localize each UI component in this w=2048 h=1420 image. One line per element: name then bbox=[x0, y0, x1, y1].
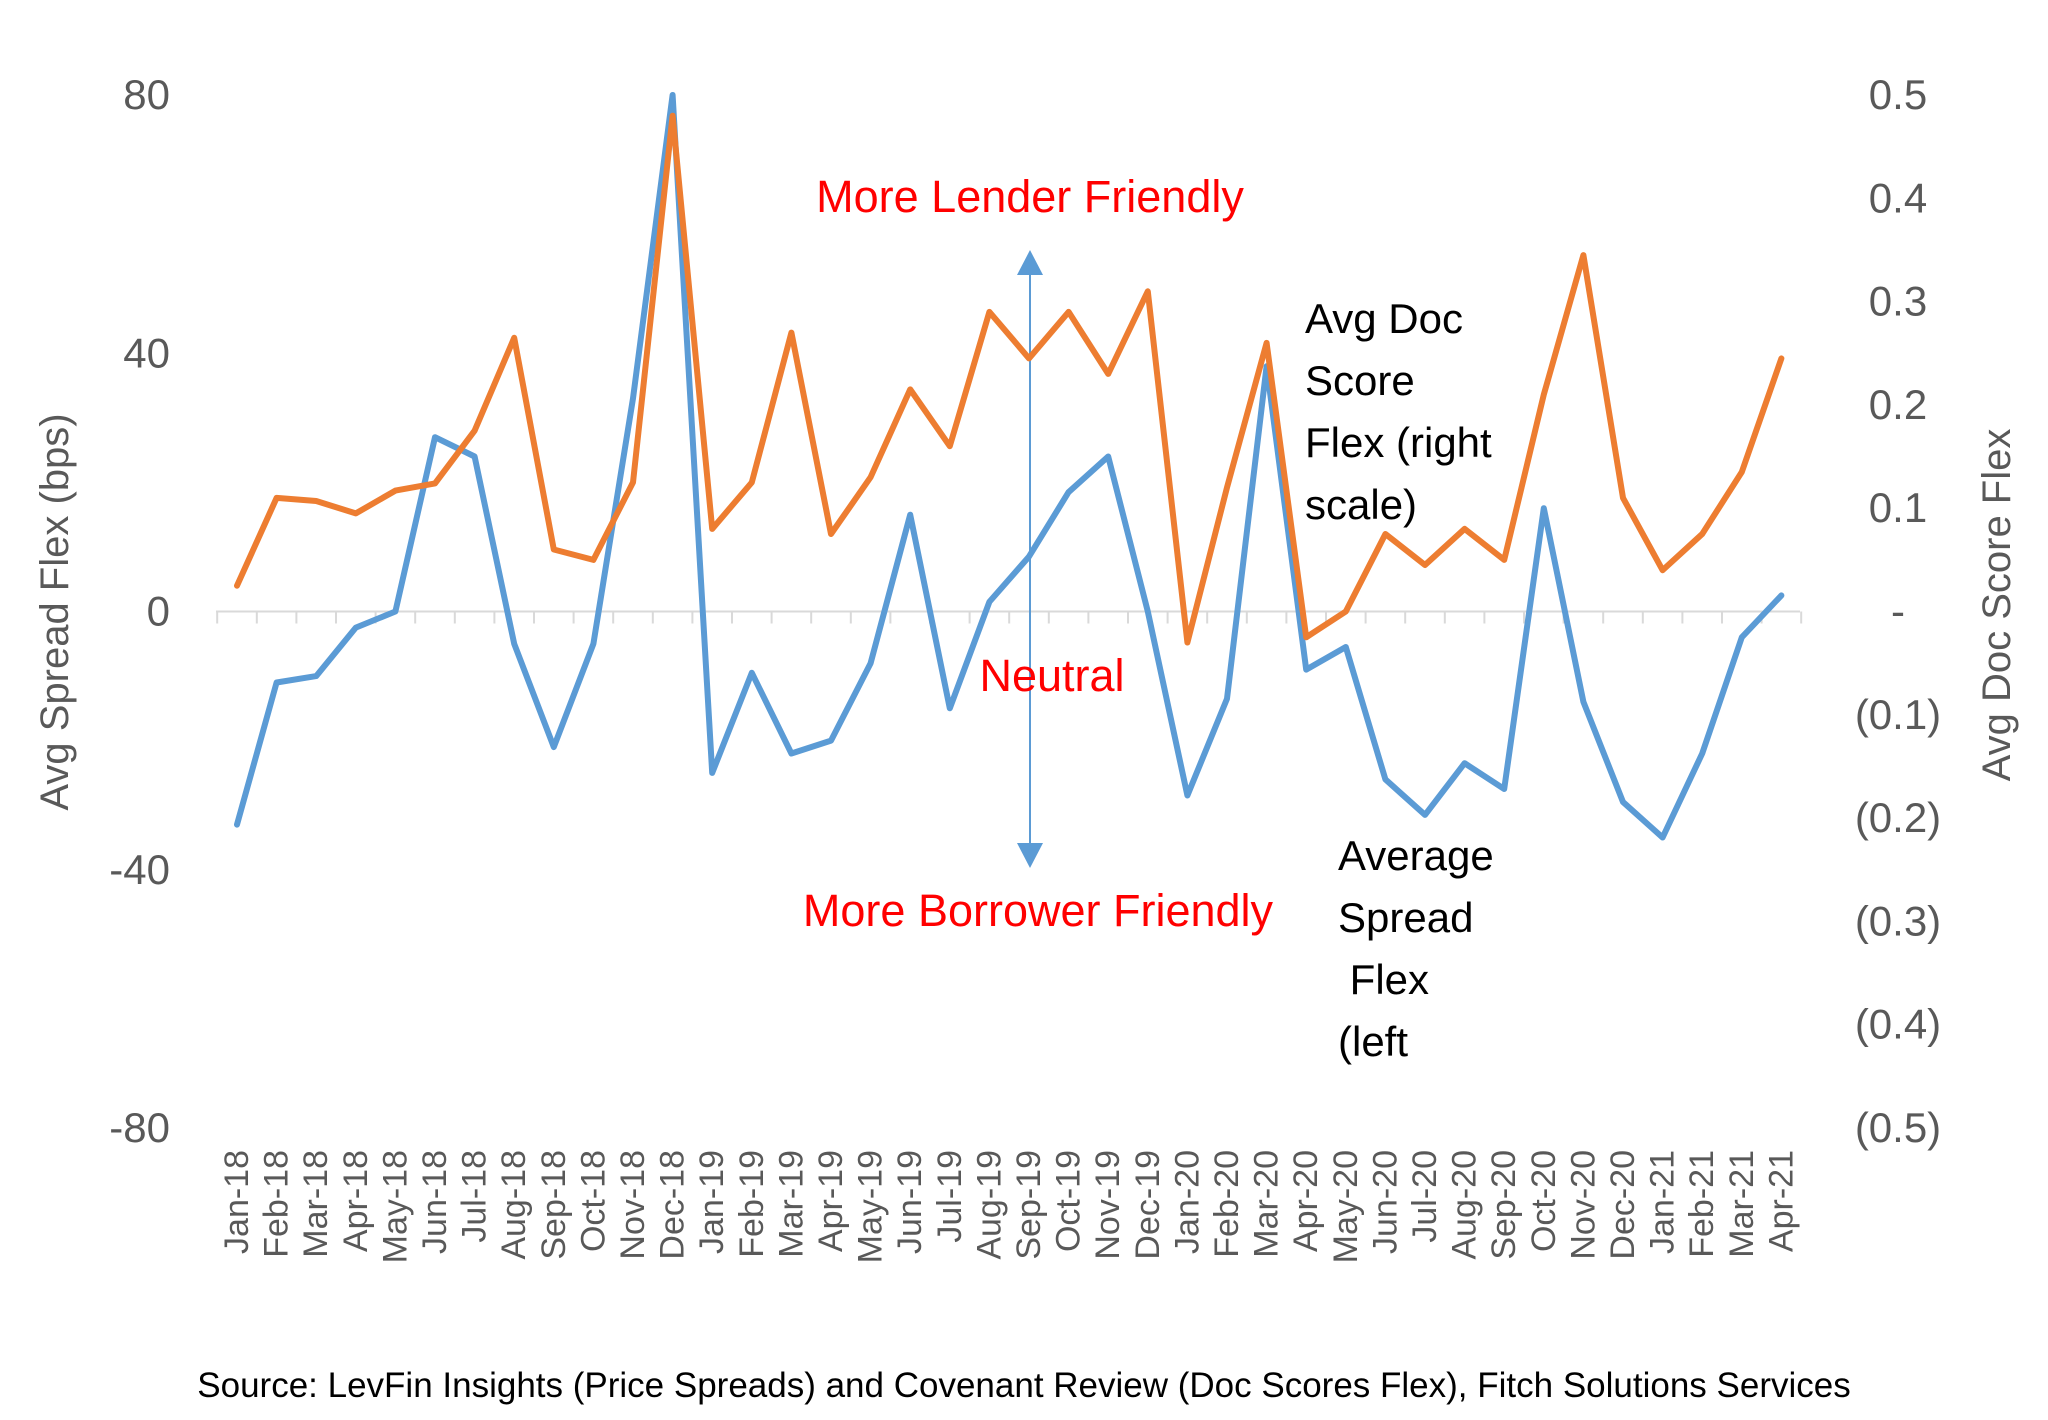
x-tick-label: Jan-19 bbox=[693, 1150, 731, 1254]
x-tick-label: Dec-20 bbox=[1604, 1150, 1642, 1260]
spread-label-line-1: Average bbox=[1338, 832, 1494, 879]
x-tick-label: May-19 bbox=[852, 1150, 890, 1263]
y-right-tick-label: 0.1 bbox=[1869, 484, 1927, 531]
x-tick-label: Mar-21 bbox=[1723, 1150, 1761, 1258]
x-tick-label: Sep-20 bbox=[1485, 1150, 1523, 1260]
x-tick-label: Sep-19 bbox=[1010, 1150, 1048, 1260]
x-tick-label: Sep-18 bbox=[535, 1150, 573, 1260]
x-tick-label: May-18 bbox=[376, 1150, 414, 1263]
x-tick-label: Apr-18 bbox=[337, 1150, 375, 1252]
x-tick-label: Jan-20 bbox=[1168, 1150, 1206, 1254]
source-note: Source: LevFin Insights (Price Spreads) … bbox=[197, 1366, 1850, 1405]
x-tick-label: Feb-19 bbox=[733, 1150, 771, 1258]
doc-score-label-line-1: Avg Doc bbox=[1305, 295, 1463, 342]
x-tick-label: Mar-20 bbox=[1248, 1150, 1286, 1258]
x-tick-label: Nov-18 bbox=[614, 1150, 652, 1260]
x-tick-label: Jun-20 bbox=[1366, 1150, 1404, 1254]
friendliness-arrow-down-head bbox=[1017, 843, 1043, 868]
spread-series-label: Average Spread Flex (left bbox=[1338, 832, 1494, 1065]
y-left-tick-label: 40 bbox=[123, 329, 170, 376]
x-tick-label: Aug-20 bbox=[1446, 1150, 1484, 1260]
x-tick-label: Mar-19 bbox=[772, 1150, 810, 1258]
y-right-tick-label: 0.4 bbox=[1869, 174, 1927, 221]
x-tick-label: Feb-18 bbox=[258, 1150, 296, 1258]
plot-area: 80 40 0 -40 -80 0.5 0.4 0.3 0.2 0.1 - (0.1) (0.2) (0.… bbox=[109, 71, 1941, 1263]
y-right-axis-title: Avg Doc Score Flex bbox=[1975, 429, 2019, 782]
x-tick-label: Jun-18 bbox=[416, 1150, 454, 1254]
y-right-tick-label: 0.2 bbox=[1869, 381, 1927, 428]
y-left-tick-label: 80 bbox=[123, 71, 170, 118]
x-tick-label: Aug-18 bbox=[495, 1150, 533, 1260]
more-lender-friendly-label: More Lender Friendly bbox=[816, 171, 1244, 222]
y-right-tick-label: - bbox=[1891, 588, 1905, 635]
x-tick-label: Nov-19 bbox=[1089, 1150, 1127, 1260]
y-right-tick-label: 0.5 bbox=[1869, 71, 1927, 118]
more-borrower-friendly-label: More Borrower Friendly bbox=[803, 885, 1274, 936]
y-right-tick-label: (0.5) bbox=[1855, 1104, 1941, 1151]
x-tick-label: Nov-20 bbox=[1564, 1150, 1602, 1260]
neutral-label: Neutral bbox=[979, 650, 1124, 701]
x-tick-label: Feb-20 bbox=[1208, 1150, 1246, 1258]
spread-flex-line bbox=[234, 92, 1785, 841]
x-tick-label: Apr-21 bbox=[1762, 1150, 1800, 1252]
y-right-tick-label: (0.2) bbox=[1855, 794, 1941, 841]
x-tick-label: Mar-18 bbox=[297, 1150, 335, 1258]
x-tick-label: Jan-21 bbox=[1644, 1150, 1682, 1254]
x-tick-label: May-20 bbox=[1327, 1150, 1365, 1263]
y-right-tick-label: (0.1) bbox=[1855, 691, 1941, 738]
doc-score-label-line-3: Flex (right bbox=[1305, 419, 1492, 466]
x-tick-label: Oct-19 bbox=[1050, 1150, 1088, 1252]
x-tick-label: Jul-20 bbox=[1406, 1150, 1444, 1243]
y-left-axis-title: Avg Spread Flex (bps) bbox=[33, 413, 77, 810]
x-tick-label: Apr-19 bbox=[812, 1150, 850, 1252]
y-right-tick-label: 0.3 bbox=[1869, 278, 1927, 325]
spread-label-line-3: Flex bbox=[1338, 956, 1429, 1003]
x-tick-label: Feb-21 bbox=[1683, 1150, 1721, 1258]
x-tick-label: Dec-19 bbox=[1129, 1150, 1167, 1260]
doc-score-label-line-2: Score bbox=[1305, 357, 1415, 404]
x-tick-label: Apr-20 bbox=[1287, 1150, 1325, 1252]
doc-score-flex-line bbox=[234, 112, 1785, 646]
x-tick-label: Dec-18 bbox=[654, 1150, 692, 1260]
y-left-tick-label: -40 bbox=[109, 846, 170, 893]
x-tick-label: Oct-18 bbox=[574, 1150, 612, 1252]
y-left-tick-label: 0 bbox=[147, 588, 170, 635]
spread-label-line-2: Spread bbox=[1338, 894, 1473, 941]
x-tick-label: Jun-19 bbox=[891, 1150, 929, 1254]
x-tick-label: Jan-18 bbox=[218, 1150, 256, 1254]
x-tick-label: Jul-19 bbox=[931, 1150, 969, 1243]
x-tick-label: Oct-20 bbox=[1525, 1150, 1563, 1252]
y-left-tick-label: -80 bbox=[109, 1104, 170, 1151]
spread-label-line-4: (left bbox=[1338, 1018, 1408, 1065]
y-right-tick-label: (0.4) bbox=[1855, 1001, 1941, 1048]
doc-score-label-line-4: scale) bbox=[1305, 481, 1417, 528]
friendliness-arrow-up-head bbox=[1017, 250, 1043, 275]
doc-score-series-label: Avg Doc Score Flex (right scale) bbox=[1305, 295, 1503, 528]
x-tick-label: Jul-18 bbox=[456, 1150, 494, 1243]
x-tick-label: Aug-19 bbox=[970, 1150, 1008, 1260]
y-right-tick-label: (0.3) bbox=[1855, 897, 1941, 944]
